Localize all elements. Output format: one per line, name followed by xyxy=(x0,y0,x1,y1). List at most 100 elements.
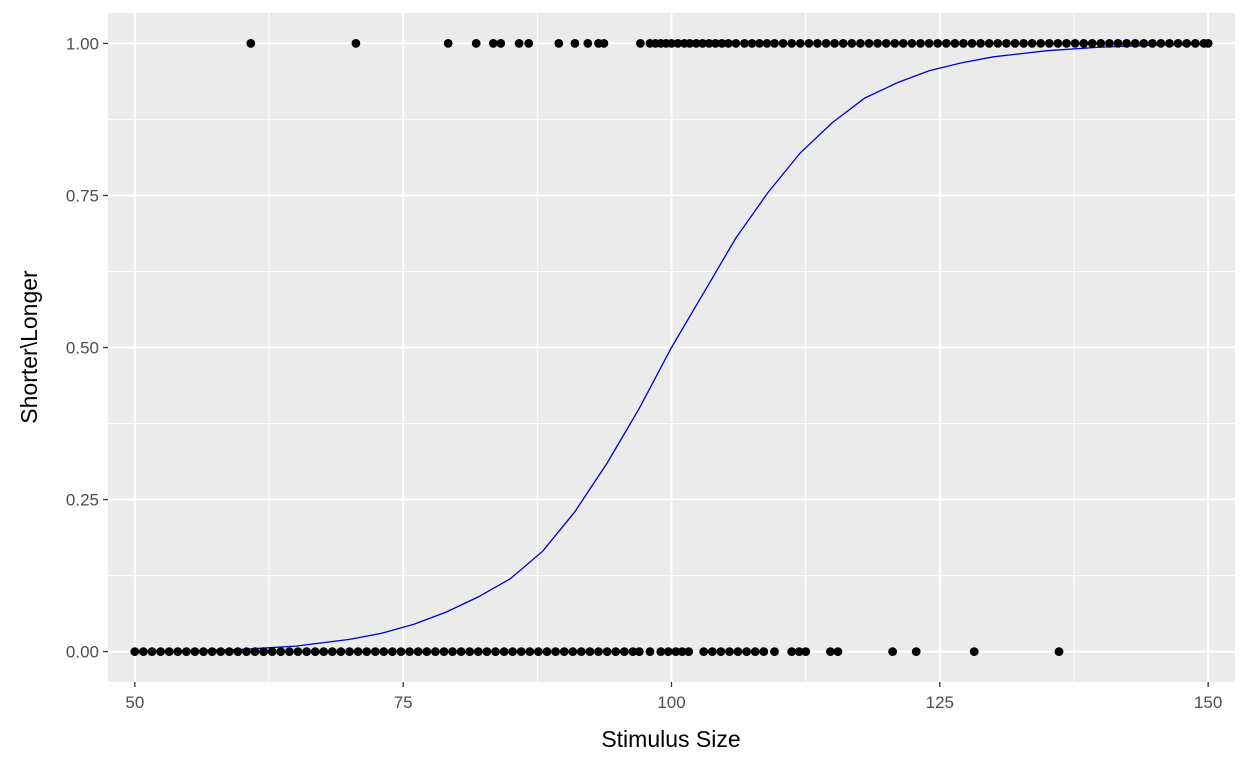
data-point xyxy=(663,647,673,656)
data-point xyxy=(813,39,822,48)
data-point xyxy=(147,647,157,656)
data-point xyxy=(1173,39,1183,48)
x-tick-label: 125 xyxy=(926,693,954,712)
data-point xyxy=(516,647,526,656)
data-point xyxy=(1054,647,1064,656)
data-point xyxy=(976,39,985,48)
x-tick-label: 150 xyxy=(1194,693,1222,712)
data-point xyxy=(224,647,234,656)
data-point xyxy=(602,647,612,656)
y-tick-label: 0.25 xyxy=(66,491,99,510)
data-point xyxy=(456,647,466,656)
data-point xyxy=(488,39,498,48)
data-point xyxy=(924,39,934,48)
data-point xyxy=(585,647,595,656)
data-point xyxy=(207,647,217,656)
data-point xyxy=(199,647,208,656)
data-point xyxy=(1148,39,1157,48)
data-point xyxy=(1165,39,1174,48)
data-point xyxy=(1113,39,1123,48)
data-point xyxy=(1087,39,1097,48)
x-tick-label: 100 xyxy=(657,693,685,712)
data-point xyxy=(496,39,506,48)
data-point xyxy=(525,647,535,656)
data-point xyxy=(551,647,560,656)
data-point xyxy=(156,647,166,656)
data-point xyxy=(755,39,764,48)
x-tick-label: 75 xyxy=(394,693,413,712)
data-point xyxy=(542,647,552,656)
data-point xyxy=(888,647,897,656)
data-point xyxy=(1019,39,1028,48)
y-tick-label: 0.50 xyxy=(66,339,99,358)
data-point xyxy=(319,647,329,656)
data-point xyxy=(967,39,977,48)
data-point xyxy=(830,39,839,48)
data-point xyxy=(707,647,717,656)
y-tick-label: 0.75 xyxy=(66,186,99,205)
data-point xyxy=(471,39,481,48)
data-point xyxy=(969,647,979,656)
data-point xyxy=(431,647,440,656)
data-point xyxy=(685,39,695,48)
data-point xyxy=(801,647,811,656)
data-point xyxy=(473,647,483,656)
x-axis-title: Stimulus Size xyxy=(601,726,740,752)
data-point xyxy=(554,39,564,48)
data-point xyxy=(959,39,968,48)
data-point xyxy=(524,39,534,48)
data-point xyxy=(351,39,361,48)
data-point xyxy=(933,39,943,48)
fit-line xyxy=(134,43,1209,652)
data-point xyxy=(898,39,908,48)
data-point xyxy=(514,39,524,48)
data-point xyxy=(267,647,277,656)
data-point xyxy=(993,39,1003,48)
data-point xyxy=(770,647,779,656)
data-point xyxy=(711,39,720,48)
data-point xyxy=(619,647,629,656)
data-point xyxy=(671,647,681,656)
data-point xyxy=(1096,39,1106,48)
data-point xyxy=(190,647,200,656)
data-point xyxy=(634,647,644,656)
data-point xyxy=(804,39,814,48)
data-point xyxy=(1010,39,1020,48)
data-point xyxy=(645,647,655,656)
data-point xyxy=(285,647,294,656)
data-point xyxy=(405,647,414,656)
data-point xyxy=(907,39,917,48)
data-point xyxy=(656,647,666,656)
data-point xyxy=(491,647,500,656)
data-point xyxy=(684,647,694,656)
data-point xyxy=(396,647,406,656)
data-point xyxy=(139,647,148,656)
data-point xyxy=(747,39,757,48)
data-point xyxy=(250,647,260,656)
data-point xyxy=(950,39,960,48)
data-point xyxy=(164,647,174,656)
data-point xyxy=(1079,39,1089,48)
data-point xyxy=(628,647,638,656)
data-point xyxy=(370,647,380,656)
data-point xyxy=(594,647,603,656)
data-point xyxy=(439,647,449,656)
data-point xyxy=(259,647,268,656)
data-point xyxy=(911,647,921,656)
data-point xyxy=(293,647,303,656)
data-point xyxy=(725,647,734,656)
data-point xyxy=(246,39,256,48)
data-point xyxy=(583,39,593,48)
data-point xyxy=(302,647,311,656)
data-point xyxy=(130,647,140,656)
data-points xyxy=(130,39,1213,656)
x-tick-label: 50 xyxy=(125,693,144,712)
data-point xyxy=(984,39,994,48)
data-point xyxy=(1036,39,1046,48)
data-point xyxy=(599,39,609,48)
data-point xyxy=(698,39,707,48)
data-point xyxy=(826,647,835,656)
data-point xyxy=(336,647,346,656)
data-point xyxy=(611,647,621,656)
data-point xyxy=(448,647,457,656)
